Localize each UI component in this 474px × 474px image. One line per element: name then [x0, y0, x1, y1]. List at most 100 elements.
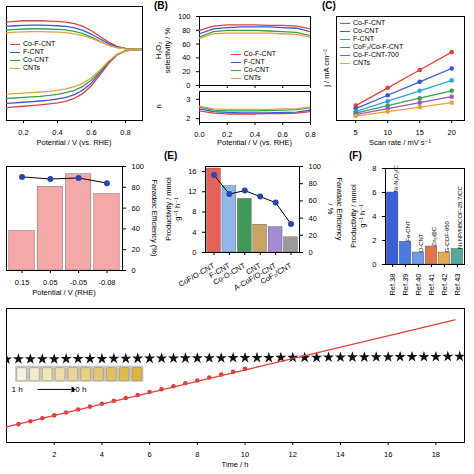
svg-text:6: 6 [372, 188, 376, 197]
svg-text:0: 0 [186, 81, 190, 90]
svg-text:8: 8 [195, 450, 199, 459]
svg-text:-0.05: -0.05 [70, 278, 87, 287]
svg-text:0.6: 0.6 [277, 129, 288, 139]
svg-text:Potential / V (vs. RHE): Potential / V (vs. RHE) [36, 138, 112, 147]
html-text:CNTs: CNTs [243, 74, 261, 81]
svg-text:4: 4 [372, 212, 376, 221]
svg-text:Fe-CNT: Fe-CNT [405, 220, 411, 242]
svg-text:0.2: 0.2 [18, 128, 28, 137]
svg-text:0.4: 0.4 [249, 129, 261, 139]
svg-text:Ref.41: Ref.41 [427, 274, 436, 296]
svg-text:10: 10 [384, 128, 392, 137]
svg-text:H₂O₂selectivity / %: H₂O₂selectivity / % [154, 27, 172, 73]
svg-text:1 h: 1 h [12, 385, 23, 394]
svg-text:n: n [154, 104, 163, 108]
svg-text:2: 2 [372, 236, 376, 245]
svg-text:Ref.42: Ref.42 [440, 274, 449, 296]
svg-text:Ref.43: Ref.43 [453, 274, 462, 296]
svg-text:20: 20 [448, 128, 456, 137]
svg-text:12: 12 [188, 187, 196, 196]
svg-text:CoF₂/CNT: CoF₂/CNT [259, 261, 294, 286]
svg-text:Co-O-CNT: Co-O-CNT [211, 261, 247, 287]
svg-text:100: 100 [132, 162, 145, 171]
svg-text:Potential / V (vs. RHE): Potential / V (vs. RHE) [217, 138, 293, 147]
svg-text:Time / h: Time / h [222, 460, 249, 469]
svg-text:O-CNT: O-CNT [418, 233, 424, 252]
svg-text:Potential / V (RHE): Potential / V (RHE) [32, 288, 96, 297]
html-text:(C): (C) [322, 0, 336, 11]
svg-text:-0.08: -0.08 [98, 278, 115, 287]
svg-text:8: 8 [192, 207, 196, 216]
svg-text:Ref.40: Ref.40 [414, 274, 423, 296]
html-text:(B): (B) [154, 0, 168, 11]
svg-text:15: 15 [416, 128, 424, 137]
html-text:F-CNT: F-CNT [23, 48, 44, 56]
html-text:F-CNT: F-CNT [243, 58, 265, 65]
svg-text:F-CNT: F-CNT [207, 261, 232, 280]
svg-text:4: 4 [192, 228, 196, 237]
svg-text:20: 20 [309, 231, 317, 240]
svg-text:20: 20 [132, 245, 140, 254]
svg-text:0.0: 0.0 [194, 130, 204, 139]
svg-text:40: 40 [309, 214, 317, 223]
svg-text:80: 80 [132, 183, 140, 192]
html-text:(F): (F) [349, 150, 362, 161]
svg-text:j / mA cm⁻²: j / mA cm⁻² [322, 49, 331, 88]
svg-text:6: 6 [148, 450, 152, 459]
html-text:Co-F-CNT: Co-F-CNT [23, 40, 56, 48]
svg-text:Zn₅@C: Zn₅@C [431, 226, 437, 247]
svg-text:3: 3 [186, 95, 190, 104]
svg-text:100: 100 [309, 162, 322, 171]
svg-text:CoF/O-CNT: CoF/O-CNT [177, 261, 217, 289]
svg-text:Productivity / mmolg⁻¹ h⁻¹: Productivity / mmolg⁻¹ h⁻¹ [164, 177, 182, 241]
svg-text:10 h: 10 h [71, 385, 87, 394]
svg-text:40: 40 [182, 53, 190, 62]
html-text:CNTs: CNTs [23, 64, 41, 72]
svg-text:Ref.38: Ref.38 [388, 274, 397, 296]
svg-text:60: 60 [309, 196, 317, 205]
svg-text:5: 5 [354, 128, 358, 137]
svg-text:0: 0 [192, 248, 196, 257]
svg-text:80: 80 [182, 26, 190, 35]
svg-text:CNT: CNT [244, 261, 263, 277]
svg-text:60: 60 [132, 204, 140, 213]
html-text:Co-CNT: Co-CNT [243, 66, 270, 73]
svg-text:G-COF-950: G-COF-950 [444, 220, 450, 252]
svg-text:16: 16 [188, 167, 196, 176]
svg-text:0.2: 0.2 [222, 129, 233, 139]
svg-text:8: 8 [372, 164, 376, 173]
html-text:Co-CNT: Co-CNT [23, 56, 49, 64]
svg-text:Faradaic Efficiency/ %: Faradaic Efficiency/ % [326, 177, 344, 240]
svg-text:Scan rate / mV s⁻¹: Scan rate / mV s⁻¹ [369, 138, 431, 147]
svg-text:2: 2 [186, 114, 190, 123]
svg-text:0: 0 [132, 266, 136, 275]
svg-text:40: 40 [132, 224, 140, 233]
svg-text:10: 10 [241, 450, 249, 459]
svg-text:0.8: 0.8 [120, 128, 130, 137]
svg-text:0.05: 0.05 [43, 278, 58, 287]
svg-text:0.4: 0.4 [52, 128, 62, 137]
svg-text:0.6: 0.6 [86, 128, 96, 137]
svg-text:0: 0 [309, 248, 313, 257]
svg-text:Faradaic Efficiency (%): Faradaic Efficiency (%) [150, 180, 159, 257]
svg-text:80: 80 [309, 179, 317, 188]
svg-text:4: 4 [100, 450, 104, 459]
svg-text:14: 14 [336, 450, 344, 459]
svg-text:Ref.39: Ref.39 [401, 274, 410, 296]
svg-text:16: 16 [384, 450, 392, 459]
svg-text:12: 12 [289, 450, 297, 459]
svg-text:20: 20 [182, 67, 190, 76]
svg-text:Ni-NP/NBCOF-28.7/CC: Ni-NP/NBCOF-28.7/CC [457, 186, 463, 249]
svg-text:100: 100 [178, 12, 191, 21]
svg-text:0.15: 0.15 [15, 278, 30, 287]
svg-text:0: 0 [372, 260, 376, 269]
html-text:(E): (E) [164, 150, 178, 161]
svg-text:A-CoF/O-CNT: A-CoF/O-CNT [232, 261, 278, 293]
svg-text:Ni-N₂O₂/C: Ni-N₂O₂/C [393, 165, 399, 193]
svg-text:18: 18 [432, 450, 440, 459]
html-text:Co-F-CNT: Co-F-CNT [243, 50, 276, 57]
svg-text:Productivity / mmolg⁻¹ h⁻¹: Productivity / mmolg⁻¹ h⁻¹ [349, 184, 367, 248]
svg-text:60: 60 [182, 40, 190, 49]
svg-text:0.8: 0.8 [305, 130, 315, 139]
svg-text:2: 2 [52, 450, 56, 459]
